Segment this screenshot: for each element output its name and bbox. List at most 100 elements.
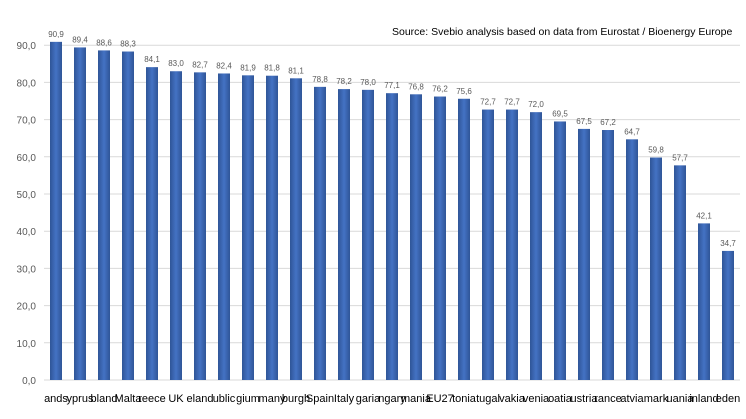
source-note: Source: Svebio analysis based on data fr… [392,26,733,38]
x-tick-label: eland [187,393,214,405]
x-tick-label: venia [523,393,550,405]
x-tick-label: many [259,393,286,405]
data-label: 81,9 [240,63,256,72]
x-tick-label: reece [138,393,166,405]
data-label: 90,9 [48,30,64,39]
bar [410,94,422,380]
data-label: 89,4 [72,35,88,44]
bar [650,157,662,380]
y-tick-label: 90,0 [17,41,37,52]
bar [722,250,734,380]
data-label: 72,0 [528,100,544,109]
bar [74,47,86,380]
data-label: 78,2 [336,77,352,86]
bar [434,96,446,380]
x-tick-label: bland [91,393,118,405]
bar [362,89,374,380]
x-tick-label: Spain [306,393,334,405]
x-tick-label: ustria [571,393,599,405]
bar [242,75,254,380]
x-tick-label: Italy [334,393,355,405]
data-label: 76,8 [408,82,424,91]
data-label: 75,6 [456,87,472,96]
x-tick-label: UK [168,393,184,405]
x-tick-label: gium [236,393,260,405]
data-label: 57,7 [672,153,688,162]
x-tick-label: ngary [378,393,406,405]
bar [530,112,542,380]
data-label: 88,3 [120,40,136,49]
data-label: 81,1 [288,66,304,75]
data-labels: 90,9 89,4 88,6 88,3 84,1 83,0 82,7 82,4 81,9 81,8… [48,30,736,248]
x-tick-label: yprus [67,393,94,405]
data-label: 76,2 [432,85,448,94]
data-label: 78,0 [360,78,376,87]
data-label: 59,8 [648,146,664,155]
x-tick-label: ublic [213,393,236,405]
y-tick-label: 40,0 [17,227,37,238]
data-label: 67,5 [576,117,592,126]
bar [338,89,350,380]
bar [674,165,686,380]
bar [194,72,206,380]
data-label: 69,5 [552,109,568,118]
data-label: 67,2 [600,118,616,127]
x-tick-label: inland [689,393,718,405]
bar [554,121,566,381]
data-label: 72,7 [480,98,496,107]
bar [482,109,494,380]
data-label: 78,8 [312,75,328,84]
x-tick-label: tonia [452,393,477,405]
x-tick-label: atvia [620,393,644,405]
data-label: 42,1 [696,211,712,220]
y-tick-label: 20,0 [17,302,37,313]
y-tick-label: 70,0 [17,116,37,127]
bar [506,109,518,380]
bar [266,75,278,380]
x-tick-label: mark [644,393,669,405]
x-tick-label: tugal [476,393,500,405]
data-label: 88,6 [96,38,112,47]
bars [50,41,734,381]
data-label: 82,4 [216,61,232,70]
bar [578,128,590,380]
data-label: 84,1 [144,55,160,64]
bar [626,139,638,380]
x-tick-label: rance [594,393,622,405]
x-tick-label: vakia [499,393,526,405]
bar [386,93,398,381]
x-tick-label: ands [44,393,68,405]
y-tick-label: 10,0 [17,339,37,350]
bar [218,73,230,381]
y-tick-label: 50,0 [17,190,37,201]
bar [602,130,614,380]
bar [170,71,182,381]
x-tick-label: eden [716,393,740,405]
data-label: 77,1 [384,81,400,90]
x-tick-label: oatia [548,393,573,405]
x-tick-label: burgh [282,393,310,405]
data-label: 82,7 [192,60,208,69]
x-tick-label: Malta [115,393,143,405]
data-label: 64,7 [624,127,640,136]
bar [98,50,110,381]
data-label: 83,0 [168,59,184,68]
bar [122,51,134,381]
bar [458,98,470,380]
y-tick-label: 60,0 [17,153,37,164]
bar [698,223,710,380]
data-label: 34,7 [720,239,736,248]
y-axis: 0,0 10,0 20,0 30,0 40,0 50,0 60,0 70,0 80,0 90,0 [17,41,37,387]
bar [50,41,62,381]
x-tick-label: uania [667,393,695,405]
bar [146,67,158,380]
data-label: 81,8 [264,64,280,73]
y-tick-label: 0,0 [22,376,36,387]
x-tick-label: mania [401,393,432,405]
bar [290,78,302,381]
x-tick-label: garia [356,393,381,405]
bar [314,86,326,380]
